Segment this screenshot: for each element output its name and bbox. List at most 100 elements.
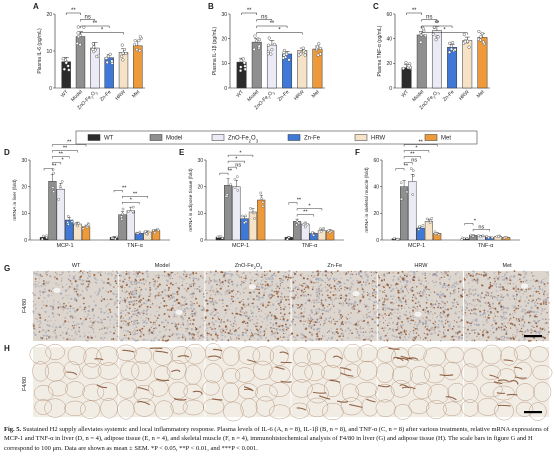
nucleus <box>258 328 261 331</box>
nucleus <box>155 287 157 290</box>
nucleus <box>49 319 52 322</box>
data-point <box>95 54 99 59</box>
f480-stain <box>277 285 279 287</box>
f480-stain <box>426 328 429 331</box>
f480-stain <box>251 333 253 335</box>
nucleus <box>160 336 162 338</box>
f480-stain <box>48 281 50 282</box>
f480-stain <box>545 303 547 306</box>
f480-stain <box>176 327 179 330</box>
data-point <box>120 217 124 221</box>
data-point <box>52 171 55 175</box>
f480-stain <box>344 286 346 288</box>
nucleus <box>503 317 507 320</box>
nucleus <box>146 273 149 276</box>
nucleus <box>317 297 320 300</box>
nucleus <box>283 303 285 306</box>
nucleus <box>69 310 71 313</box>
nucleus <box>508 277 511 280</box>
nucleus <box>318 279 320 282</box>
nucleus <box>35 272 38 276</box>
nucleus <box>503 313 505 316</box>
x-tick-label: MCP-1 <box>232 243 249 249</box>
f480-stain <box>384 310 386 311</box>
f480-stain <box>275 366 285 370</box>
nucleus <box>343 271 345 274</box>
legend-label: HRW <box>371 136 386 142</box>
f480-stain <box>506 393 518 396</box>
nucleus <box>500 296 503 298</box>
f480-stain <box>199 275 202 277</box>
nucleus <box>266 287 269 289</box>
f480-stain <box>377 275 380 277</box>
f480-stain <box>341 329 344 331</box>
significance-label: ** <box>410 152 415 158</box>
nucleus <box>399 280 401 282</box>
nucleus <box>414 321 417 324</box>
nucleus <box>282 327 285 330</box>
nucleus <box>206 334 209 336</box>
f480-stain <box>163 313 166 315</box>
nucleus <box>453 301 456 304</box>
f480-stain <box>83 302 85 305</box>
nucleus <box>400 334 403 336</box>
nucleus <box>300 337 303 339</box>
f480-stain <box>535 315 538 318</box>
f480-stain <box>511 323 514 325</box>
f480-stain <box>331 332 334 334</box>
nucleus <box>338 309 341 312</box>
f480-stain <box>445 335 447 337</box>
nucleus <box>492 305 494 307</box>
adipocyte <box>357 344 378 363</box>
f480-stain <box>452 338 455 341</box>
f480-stain <box>264 333 266 335</box>
f480-stain <box>300 294 303 297</box>
legend-label: Zn-Fe <box>304 136 321 142</box>
nucleus <box>464 309 467 311</box>
nucleus <box>456 301 458 304</box>
data-point <box>430 217 434 220</box>
f480-stain <box>163 325 166 328</box>
f480-stain <box>206 309 209 312</box>
bar <box>408 181 417 241</box>
adipocyte <box>166 360 187 381</box>
f480-stain <box>397 332 400 335</box>
nucleus <box>373 272 376 275</box>
nucleus <box>33 272 36 274</box>
nucleus <box>109 326 111 328</box>
f480-stain <box>242 298 244 300</box>
f480-stain <box>320 316 322 318</box>
f480-stain <box>206 324 208 326</box>
f480-stain <box>287 299 289 301</box>
nucleus <box>367 338 370 341</box>
nucleus <box>461 306 464 309</box>
f480-stain <box>333 305 335 308</box>
nucleus <box>145 280 147 283</box>
nucleus <box>438 278 441 281</box>
f480-stain <box>232 289 235 291</box>
data-point <box>421 27 425 31</box>
adipocyte <box>67 345 87 366</box>
nucleus <box>349 273 352 276</box>
f480-stain <box>486 275 487 277</box>
x-tick-label: HRW <box>458 89 471 102</box>
f480-stain <box>280 278 282 280</box>
f480-stain <box>100 299 103 302</box>
f480-stain <box>194 327 197 329</box>
nucleus <box>216 311 219 315</box>
f480-stain <box>482 274 485 277</box>
f480-stain <box>86 336 89 339</box>
f480-stain <box>223 274 226 277</box>
nucleus <box>68 294 70 296</box>
f480-stain <box>509 313 511 315</box>
f480-stain <box>316 335 319 338</box>
nucleus <box>496 339 498 342</box>
f480-stain <box>535 325 538 328</box>
data-point <box>63 58 68 62</box>
nucleus <box>434 284 436 287</box>
nucleus <box>521 308 524 311</box>
f480-stain <box>226 320 228 322</box>
nucleus <box>350 307 353 309</box>
nucleus <box>314 309 317 311</box>
f480-stain <box>276 332 279 335</box>
